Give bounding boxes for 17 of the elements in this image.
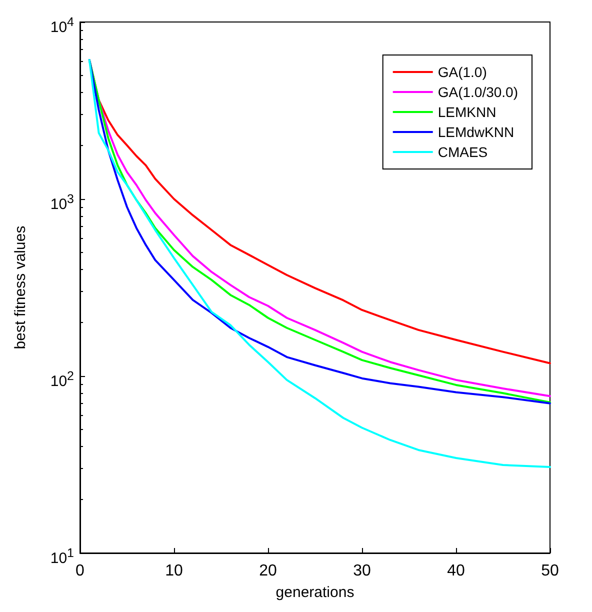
y-tick-label: 10$^{1}$ — [50, 545, 74, 569]
x-axis-title: generations — [276, 584, 354, 601]
x-tick-label: 20 — [259, 562, 277, 580]
legend-label: CMAES — [438, 144, 488, 160]
legend-label: GA(1.0) — [438, 64, 487, 80]
y-tick-label: 10$^{2}$ — [50, 368, 74, 392]
x-tick-label: 50 — [541, 562, 559, 580]
legend-label: LEMdwKNN — [438, 124, 514, 140]
y-axis-title: best fitness values — [12, 226, 29, 350]
x-tick-label: 0 — [76, 562, 85, 580]
x-tick-label: 30 — [353, 562, 371, 580]
x-tick-label: 40 — [447, 562, 465, 580]
x-tick-label: 10 — [165, 562, 183, 580]
legend-label: GA(1.0/30.0) — [438, 84, 518, 100]
y-tick-label: 10$^{3}$ — [50, 191, 74, 215]
y-tick-label: 10$^{4}$ — [50, 14, 74, 38]
legend-label: LEMKNN — [438, 104, 496, 120]
